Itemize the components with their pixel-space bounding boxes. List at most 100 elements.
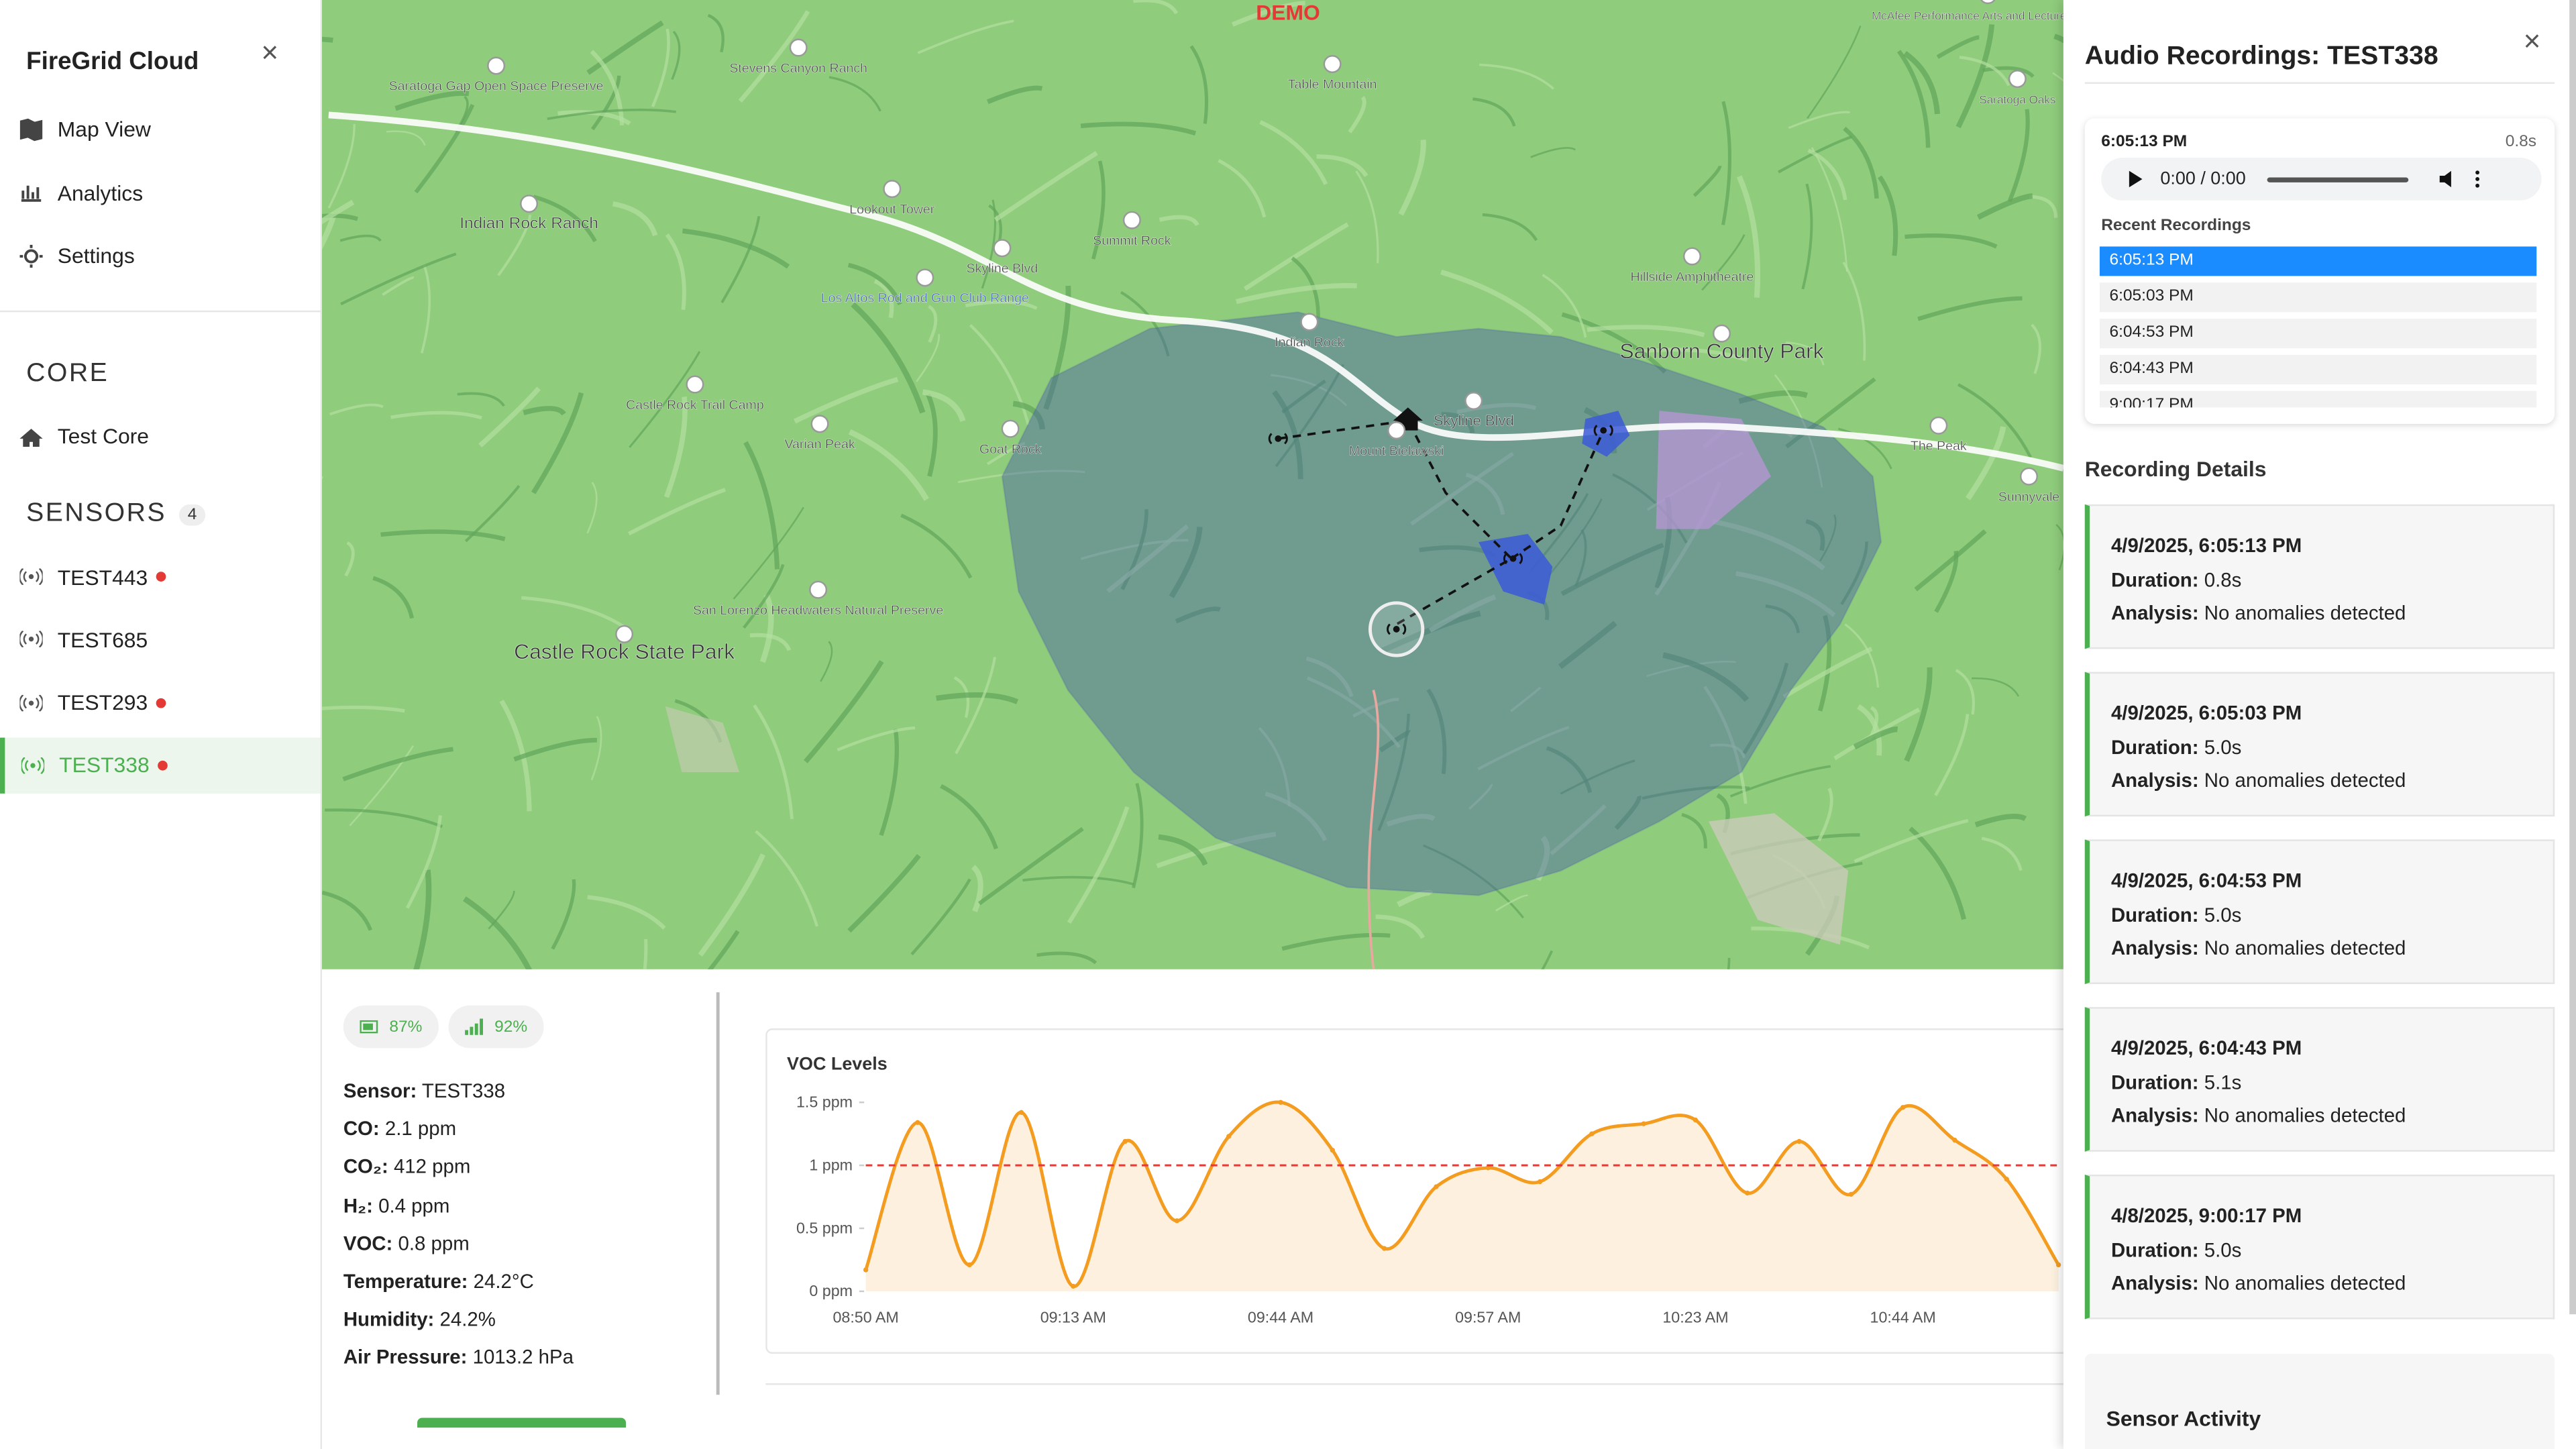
action-button[interactable]	[417, 1417, 627, 1428]
terrain-ridge	[1379, 730, 1412, 753]
terrain-ridge	[629, 351, 701, 448]
map-label: Indian Rock Ranch	[460, 214, 598, 232]
terrain-ridge	[380, 529, 506, 541]
barren-area	[1708, 813, 1849, 945]
reading-label: Temperature:	[343, 1270, 468, 1293]
close-sidebar[interactable]: ×	[261, 36, 279, 69]
terrain-ridge	[847, 262, 902, 306]
terrain-ridge	[1036, 951, 1097, 965]
poi-marker	[615, 625, 634, 643]
detail-duration: Duration: 5.0s	[2111, 1233, 2553, 1267]
terrain-ridge	[2055, 524, 2063, 571]
terrain-ridge	[322, 36, 333, 43]
recording-item[interactable]: 6:05:13 PM	[2099, 246, 2537, 276]
x-tick-label: 09:13 AM	[1040, 1308, 1106, 1326]
terrain-ridge	[1917, 296, 2023, 321]
detail-card[interactable]: 4/9/2025, 6:04:43 PM Duration: 5.1s Analys…	[2084, 1007, 2555, 1152]
detail-card[interactable]: 4/9/2025, 6:05:13 PM Duration: 0.8s Analys…	[2084, 504, 2555, 649]
terrain-ridge	[922, 389, 966, 423]
close-panel[interactable]: ×	[2523, 24, 2541, 58]
detail-analysis: Analysis: No anomalies detected	[2111, 764, 2553, 798]
sensor-item[interactable]: TEST293	[0, 675, 321, 731]
chart-title: VOC Levels	[787, 1053, 888, 1073]
core-item[interactable]: Test Core	[19, 424, 149, 449]
poi-marker	[1980, 0, 1996, 5]
terrain-ridge	[1305, 656, 1354, 698]
terrain-ridge	[1817, 614, 1832, 712]
map[interactable]: Saratoga Gap Open Space Preserve Stevens …	[322, 0, 2063, 969]
terrain-ridge	[1133, 0, 1179, 15]
point	[1641, 1121, 1646, 1126]
terrain-ridge	[478, 386, 541, 447]
point	[1693, 1117, 1699, 1123]
point	[1174, 1218, 1180, 1224]
x-tick-label: 09:44 AM	[1248, 1308, 1313, 1326]
terrain-ridge	[1782, 647, 1873, 699]
terrain-ridge	[753, 704, 794, 820]
terrain-ridge	[457, 392, 505, 407]
point	[1434, 1184, 1439, 1189]
sensor-marker	[1600, 427, 1607, 434]
sensor-marker	[1275, 435, 1282, 442]
terrain-ridge	[1548, 498, 1603, 577]
analysis-value: No anomalies detected	[2204, 769, 2406, 792]
terrain-ridge	[344, 541, 355, 577]
icon-waves	[19, 631, 43, 648]
nav-label: Analytics	[57, 180, 144, 205]
terrain-ridge	[1785, 377, 1876, 449]
sensor-item[interactable]: TEST338	[0, 737, 321, 794]
terrain-ridge	[986, 441, 1026, 466]
sensor-item[interactable]: TEST685	[0, 612, 321, 667]
reading-value: 412 ppm	[393, 1155, 471, 1179]
terrain-ridge	[386, 130, 426, 146]
terrain-ridge	[1642, 786, 1750, 800]
terrain-ridge	[1878, 175, 1898, 256]
terrain-ridge	[405, 815, 442, 909]
nav-item[interactable]: Analytics	[19, 180, 143, 205]
detail-duration: Duration: 5.0s	[2111, 731, 2553, 764]
progress[interactable]	[2267, 176, 2409, 182]
terrain-ridge	[755, 830, 819, 927]
sensor-waves	[1593, 425, 1613, 437]
terrain-ridge	[1468, 784, 1493, 810]
terrain-ridge	[1662, 652, 1750, 702]
recording-item[interactable]: 9:00:17 PM	[2099, 390, 2537, 408]
analysis-value: No anomalies detected	[2204, 936, 2406, 960]
sensor-link	[1278, 419, 1605, 626]
detail-card[interactable]: 4/9/2025, 6:04:53 PM Duration: 5.0s Analys…	[2084, 839, 2555, 984]
terrain-ridge	[325, 808, 443, 828]
detail-card[interactable]: 4/8/2025, 9:00:17 PM Duration: 5.0s Analys…	[2084, 1175, 2555, 1320]
reading-label: VOC:	[343, 1232, 393, 1255]
nav-item[interactable]: Map View	[19, 117, 151, 142]
terrain-ridge	[513, 737, 597, 762]
detail-timestamp: 4/9/2025, 6:04:53 PM	[2110, 869, 2302, 892]
sensor-item[interactable]: TEST443	[0, 549, 321, 604]
nav-item[interactable]: Settings	[19, 243, 135, 268]
terrain-ridge	[1410, 451, 1514, 526]
terrain-ridge	[986, 85, 1043, 105]
point	[1278, 1099, 1283, 1105]
terrain-ridge	[327, 123, 356, 209]
volume-button[interactable]	[2408, 168, 2481, 191]
poi-marker	[883, 180, 902, 199]
recording-item[interactable]: 6:04:43 PM	[2099, 354, 2537, 385]
terrain-ridge	[1456, 402, 1537, 415]
terrain-ridge	[707, 13, 724, 53]
duration-label: Duration:	[2110, 735, 2199, 759]
icon-dot	[30, 763, 36, 768]
recording-item[interactable]: 6:05:03 PM	[2099, 282, 2537, 313]
terrain-ridge	[1807, 148, 1847, 201]
audio-player[interactable]: 0:00 / 0:00	[2101, 158, 2542, 201]
detail-card[interactable]: 4/9/2025, 6:05:03 PM Duration: 5.0s Analys…	[2084, 672, 2555, 817]
terrain-ridge	[1904, 667, 1933, 762]
signal: 92%	[448, 1005, 544, 1049]
terrain-ridge	[372, 576, 415, 619]
terrain-ridge	[707, 930, 740, 969]
poi-marker	[487, 56, 506, 75]
terrain-ridge	[339, 234, 382, 242]
poi-marker	[789, 38, 808, 57]
reading-label: CO:	[343, 1117, 380, 1141]
terrain-ridge	[1067, 806, 1130, 924]
play-button[interactable]	[2101, 169, 2160, 189]
recording-item[interactable]: 6:04:53 PM	[2099, 319, 2537, 349]
